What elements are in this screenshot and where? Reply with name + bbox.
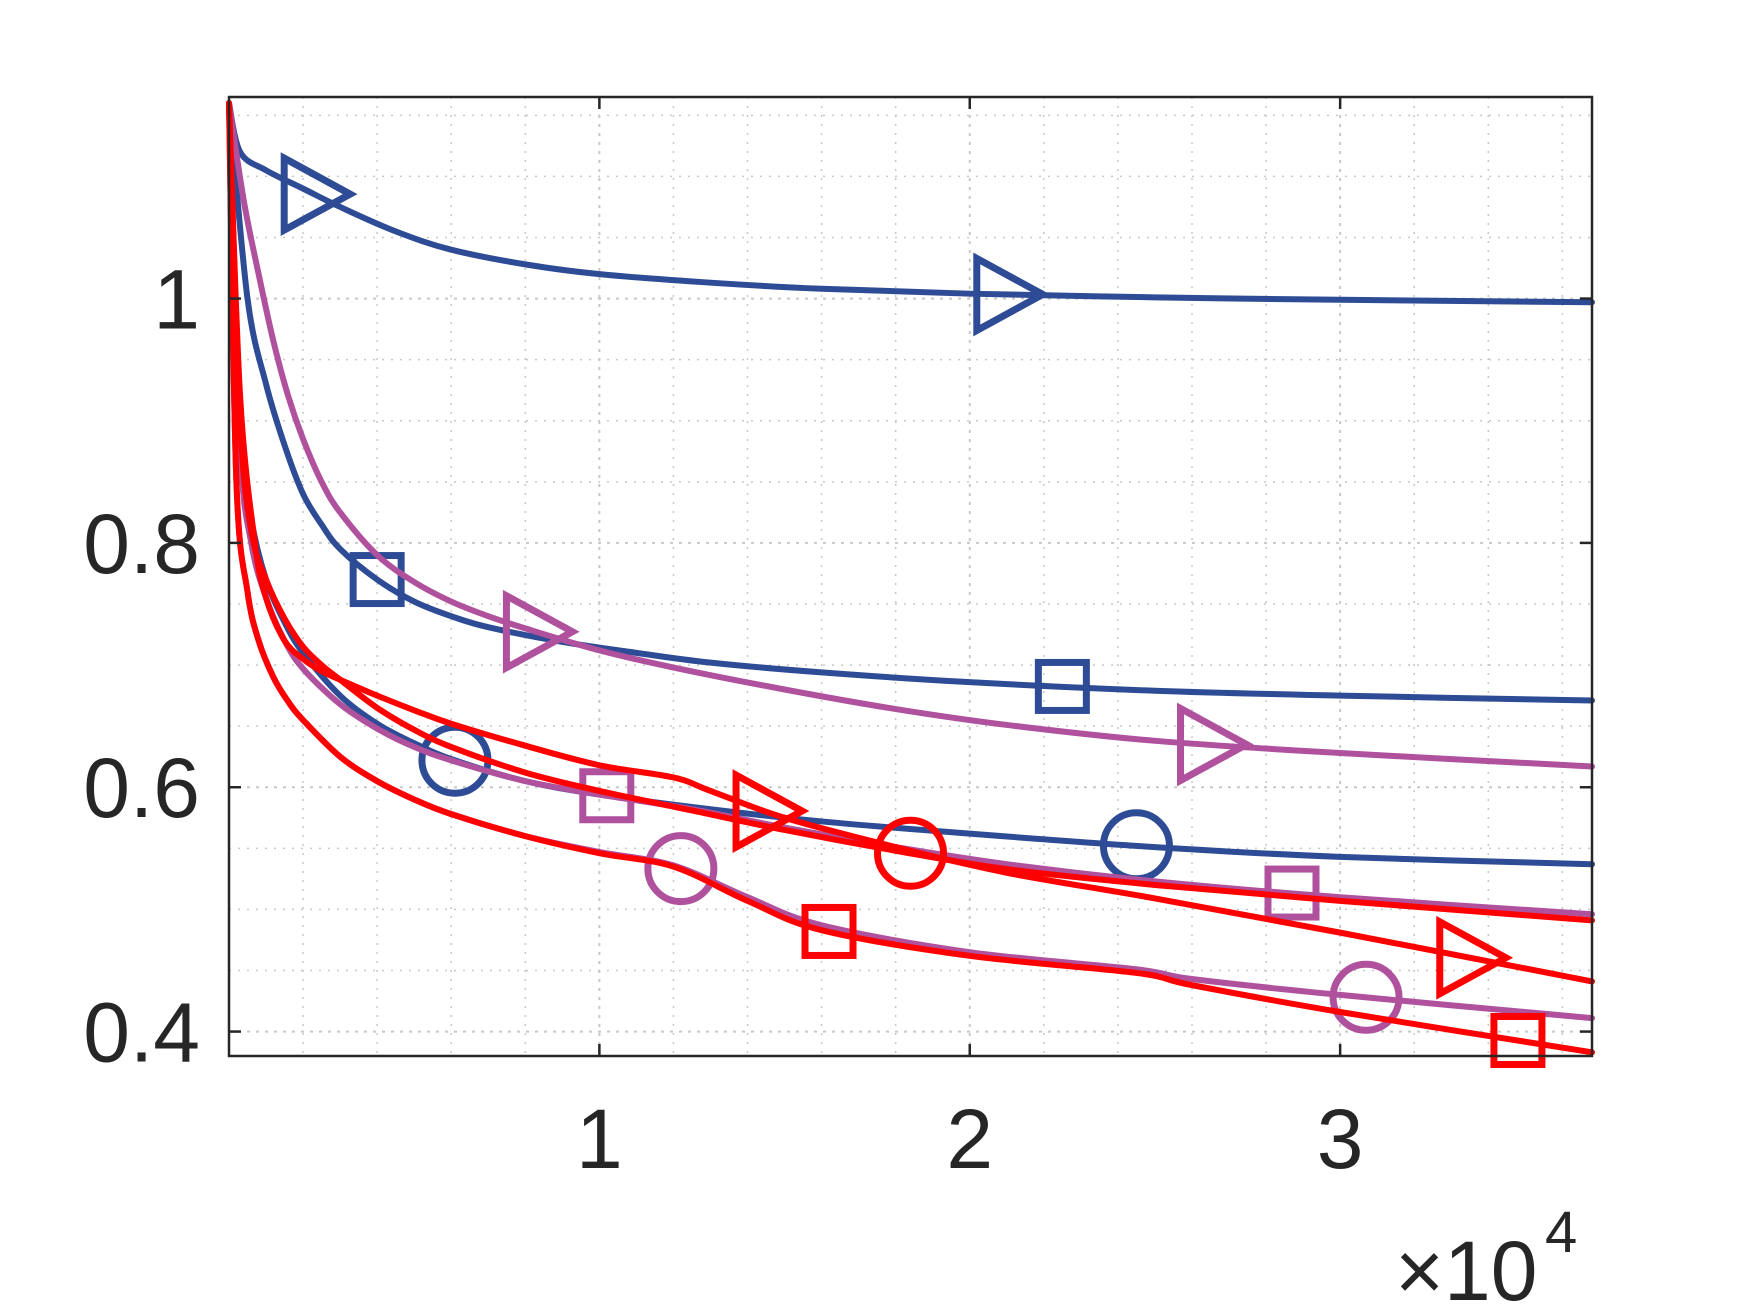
x-tick-label: 1 bbox=[576, 1092, 623, 1186]
square-marker bbox=[1034, 658, 1090, 714]
series-8 bbox=[226, 100, 1595, 924]
series-line bbox=[226, 100, 1595, 924]
series-line bbox=[226, 100, 1595, 1056]
y-tick-label: 1 bbox=[153, 253, 200, 347]
triangle-marker bbox=[1436, 915, 1514, 1000]
plot-box bbox=[227, 95, 1594, 1058]
x-multiplier-base: ×10 bbox=[1395, 1224, 1538, 1313]
triangle-marker bbox=[973, 252, 1051, 337]
axes bbox=[227, 95, 1594, 1058]
series-line bbox=[226, 100, 1595, 306]
square-marker bbox=[1490, 1012, 1546, 1068]
triangle-marker bbox=[502, 589, 580, 674]
y-tick-label: 0.4 bbox=[83, 986, 200, 1080]
series-1 bbox=[226, 100, 1595, 337]
y-tick-label: 0.6 bbox=[83, 741, 200, 835]
circle-marker bbox=[1329, 960, 1403, 1034]
series-line bbox=[226, 100, 1595, 770]
x-multiplier-exponent: 4 bbox=[1545, 1200, 1577, 1265]
series-4 bbox=[226, 100, 1595, 787]
series-line bbox=[226, 100, 1595, 985]
y-tick-label: 0.8 bbox=[83, 497, 200, 591]
series-layer bbox=[226, 100, 1595, 1068]
square-marker bbox=[801, 903, 857, 959]
tick-labels: 1 2 3 0.4 0.6 0.8 1 bbox=[83, 253, 1363, 1186]
triangle-marker bbox=[1177, 702, 1254, 787]
circle-marker bbox=[874, 816, 947, 890]
series-9 bbox=[226, 100, 1595, 1068]
x-tick-label: 3 bbox=[1317, 1092, 1364, 1186]
circle-marker bbox=[644, 832, 718, 906]
x-tick-label: 2 bbox=[946, 1092, 993, 1186]
series-line bbox=[226, 100, 1595, 704]
triangle-marker bbox=[280, 152, 358, 237]
